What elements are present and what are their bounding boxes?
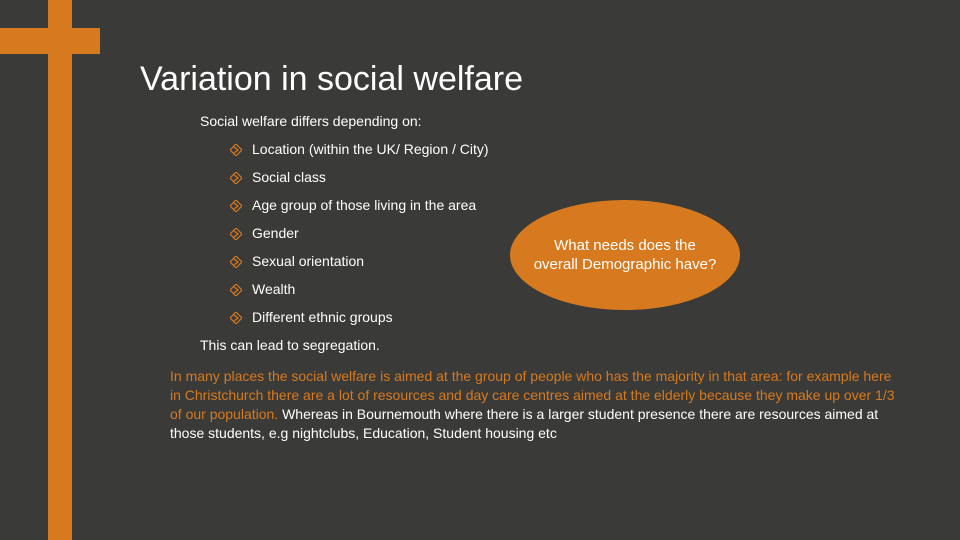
decor-horizontal-bar bbox=[0, 28, 100, 54]
body-paragraph: In many places the social welfare is aim… bbox=[170, 367, 900, 443]
slide-title: Variation in social welfare bbox=[140, 60, 930, 99]
list-item: Location (within the UK/ Region / City) bbox=[230, 141, 930, 157]
diamond-arrow-icon bbox=[230, 200, 242, 212]
diamond-arrow-icon bbox=[230, 144, 242, 156]
bullet-text: Age group of those living in the area bbox=[252, 197, 476, 213]
callout-text: What needs does the overall Demographic … bbox=[532, 236, 718, 275]
bullet-text: Different ethnic groups bbox=[252, 309, 393, 325]
closing-text: This can lead to segregation. bbox=[200, 337, 930, 353]
bullet-text: Wealth bbox=[252, 281, 295, 297]
bullet-text: Sexual orientation bbox=[252, 253, 364, 269]
list-item: Social class bbox=[230, 169, 930, 185]
intro-text: Social welfare differs depending on: bbox=[200, 113, 930, 129]
diamond-arrow-icon bbox=[230, 256, 242, 268]
diamond-arrow-icon bbox=[230, 312, 242, 324]
bullet-text: Social class bbox=[252, 169, 326, 185]
callout-oval: What needs does the overall Demographic … bbox=[510, 200, 740, 310]
bullet-text: Gender bbox=[252, 225, 299, 241]
diamond-arrow-icon bbox=[230, 228, 242, 240]
bullet-text: Location (within the UK/ Region / City) bbox=[252, 141, 489, 157]
decor-vertical-bar bbox=[48, 0, 72, 540]
diamond-arrow-icon bbox=[230, 172, 242, 184]
diamond-arrow-icon bbox=[230, 284, 242, 296]
list-item: Different ethnic groups bbox=[230, 309, 930, 325]
